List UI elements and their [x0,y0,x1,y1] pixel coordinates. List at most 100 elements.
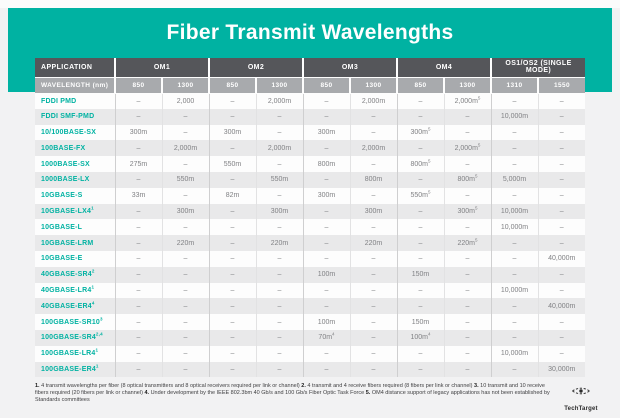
distance-cell: – [161,124,209,141]
distance-cell: – [302,219,350,236]
table-row: 100BASE-FX –2,000m –2,000m –2,000m –2,000m5–… [35,140,585,157]
application-label: 40GBASE-ER44 [41,300,95,310]
table-row: 100GBASE-LR41– – – – – – – –10,000m – [35,345,585,362]
distance-cell: – [161,314,209,330]
distance-cell: 800m5 [443,171,491,188]
distance-cell: – [302,345,350,362]
distance-cell: – [161,156,209,172]
distance-cell: – [490,361,538,378]
group-header: OM2 [209,58,304,78]
techtarget-logo: TechTarget [556,385,606,415]
distance-cell: – [255,314,303,330]
application-label: 40GBASE-LR41 [41,284,95,294]
distance-cell: 40,000m [537,250,585,267]
distance-cell: 2,000m [161,140,209,157]
distance-cell: – [490,124,538,141]
distance-cell: – [114,219,162,236]
distance-cell: – [208,345,256,362]
distance-cell: – [490,235,538,251]
distance-cell: – [490,298,538,315]
wavelength-header: 1300 [162,77,210,94]
table-row: 100GBASE-SR103– – – –100m –150m – – – [35,314,585,330]
page-title: Fiber Transmit Wavelengths [166,21,454,44]
wavelength-header: 850 [397,77,445,94]
distance-cell: – [443,282,491,299]
footnote-number: 2. [301,383,308,389]
distance-cell: 300m [161,203,209,220]
distance-cell: – [537,171,585,188]
distance-cell: – [255,361,303,378]
distance-cell: – [114,235,162,251]
distance-cell: – [114,298,162,315]
distance-cell: 300m [302,187,350,204]
distance-cell: 550m [161,171,209,188]
distance-cell: – [302,108,350,125]
distance-cell: 10,000m [490,219,538,236]
distance-cell: – [349,314,397,330]
distance-cell: – [208,266,256,283]
distance-cell: – [302,235,350,251]
distance-cell: – [208,140,256,157]
distance-cell: – [443,314,491,330]
distance-cell: – [349,124,397,141]
distance-cell: – [255,250,303,267]
distance-cell: – [208,250,256,267]
distance-cell: – [302,171,350,188]
distance-cell: – [537,314,585,330]
distance-cell: 2,000 [161,93,209,109]
footnote-text: 4 transmit and 4 receive fibers required… [307,383,475,389]
distance-cell: – [349,187,397,204]
distance-cell: – [537,108,585,125]
distance-cell: – [114,361,162,378]
distance-cell: – [208,329,256,346]
wavelength-row-header: WAVELENGTH (nm) [35,77,116,94]
distance-cell: – [208,314,256,330]
wavelength-header: 850 [115,77,163,94]
group-header: OM4 [397,58,492,78]
table-row: 100GBASE-SR42,4– – – –70m4–100m4– – – [35,329,585,346]
wavelength-header: 850 [303,77,351,94]
distance-cell: – [490,250,538,267]
distance-cell: – [161,187,209,204]
distance-cell: – [161,250,209,267]
distance-cell: 550m [255,171,303,188]
distance-cell: – [161,345,209,362]
distance-cell: – [161,108,209,125]
distance-cell: 220m [255,235,303,251]
distance-cell: 2,000m5 [443,140,491,157]
distance-cell: 550m [208,156,256,172]
distance-cell: – [255,187,303,204]
footnote-number: 5. [365,390,372,396]
techtarget-logo-text: TechTarget [564,406,598,412]
distance-cell: – [349,108,397,125]
distance-cell: – [490,266,538,283]
table-row: 10GBASE-LRM –220m –220m –220m –220m5– – [35,235,585,251]
footnote-text: 10 transmit and 10 receive fibers requir… [35,383,545,396]
application-label: 10GBASE-L [41,223,83,231]
distance-cell: – [255,156,303,172]
distance-cell: – [208,203,256,220]
distance-cell: – [208,235,256,251]
distance-cell: – [114,108,162,125]
distance-cell: – [490,140,538,157]
distance-cell: – [537,187,585,204]
distance-cell: 150m [396,266,444,283]
distance-cell: – [208,219,256,236]
distance-cell: – [302,140,350,157]
distance-cell: 150m [396,314,444,330]
table-row: 10GBASE-L – – – – – – – –10,000m – [35,219,585,236]
distance-cell: – [349,298,397,315]
distance-cell: – [208,93,256,109]
table-row: FDDI PMD –2,000–2,000m –2,000m –2,000m5– – [35,93,585,109]
distance-cell: – [537,345,585,362]
distance-cell: – [255,266,303,283]
distance-cell: – [537,124,585,141]
application-label: 1000BASE-LX [41,176,90,184]
application-label: 100GBASE-ER41 [41,363,99,373]
distance-cell: – [396,140,444,157]
table-body: FDDI PMD –2,000–2,000m –2,000m –2,000m5– – FD… [35,93,585,378]
distance-cell: 220m5 [443,235,491,251]
distance-cell: – [537,93,585,109]
distance-cell: 550m5 [396,187,444,204]
distance-cell: – [537,329,585,346]
